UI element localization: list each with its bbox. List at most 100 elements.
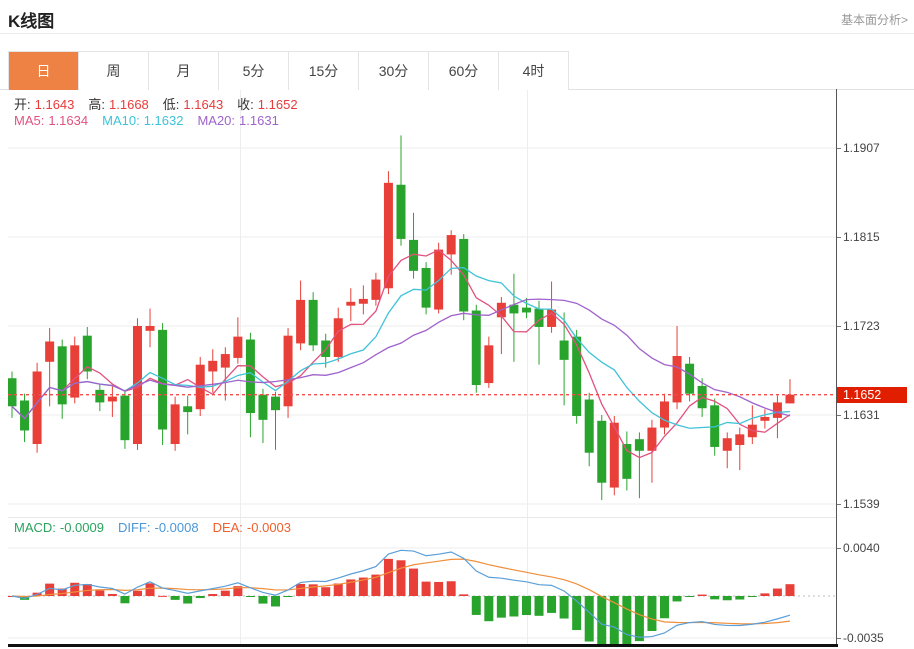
vertical-gridline xyxy=(240,89,241,645)
candle-body xyxy=(710,405,720,447)
candle-body xyxy=(559,340,569,360)
macd-bar xyxy=(57,588,67,596)
legend-value: -0.0003 xyxy=(246,520,292,535)
candle-body xyxy=(735,434,745,445)
candles-group xyxy=(8,135,795,501)
macd-bar xyxy=(333,583,343,596)
macd-bar xyxy=(45,583,55,596)
macd-bar xyxy=(421,581,431,596)
tick-mark xyxy=(836,147,841,149)
legend-label: 低: xyxy=(162,97,180,112)
macd-bar xyxy=(509,596,519,617)
candle-body xyxy=(296,299,306,344)
tab-4时[interactable]: 4时 xyxy=(499,52,568,90)
candle-body xyxy=(785,394,795,404)
macd-legend: MACD: -0.0009 DIFF: -0.0008 DEA: -0.0003 xyxy=(14,520,305,535)
candle-body xyxy=(772,402,782,418)
tab-周[interactable]: 周 xyxy=(79,52,149,90)
ma5-line xyxy=(11,249,791,459)
legend-value: 1.1634 xyxy=(48,113,89,128)
macd-bar xyxy=(572,596,582,631)
candle-body xyxy=(421,267,431,308)
legend-label: 开: xyxy=(14,97,31,112)
candle-body xyxy=(634,439,644,451)
macd-bar xyxy=(747,596,757,597)
macd-bar xyxy=(685,596,695,597)
macd-bar xyxy=(785,584,795,596)
fundamental-analysis-link[interactable]: 基本面分析> xyxy=(840,13,908,27)
current-price-badge: 1.1652 xyxy=(837,387,907,403)
candle-body xyxy=(220,354,230,368)
legend-value: -0.0008 xyxy=(154,520,199,535)
macd-bar xyxy=(107,593,117,596)
tab-日[interactable]: 日 xyxy=(9,52,79,90)
tab-30分[interactable]: 30分 xyxy=(359,52,429,90)
macd-bar xyxy=(245,596,255,597)
macd-bar xyxy=(283,596,293,597)
legend-value: 1.1652 xyxy=(257,97,298,112)
candle-body xyxy=(82,335,92,372)
candle-body xyxy=(245,339,255,414)
macd-bar xyxy=(233,586,243,596)
legend-label: MA10: xyxy=(102,113,140,128)
price-chart-svg xyxy=(8,135,836,505)
candle-body xyxy=(434,249,444,310)
macd-bar xyxy=(446,581,456,596)
macd-bar xyxy=(597,596,607,645)
macd-bar xyxy=(459,594,469,596)
macd-bar xyxy=(772,588,782,596)
axis-tick-label: 0.0040 xyxy=(836,540,880,556)
diff-line xyxy=(11,549,791,638)
candle-body xyxy=(271,396,281,411)
macd-bar xyxy=(722,596,732,601)
legend-label: 高: xyxy=(88,97,106,112)
candle-body xyxy=(32,371,42,445)
legend-label: DEA: xyxy=(212,520,243,535)
ohlc-legend: 开: 1.1643 高: 1.1668 低: 1.1643 收: 1.1652 xyxy=(14,94,312,113)
candle-body xyxy=(685,363,695,394)
candle-body xyxy=(597,420,607,483)
dea-line xyxy=(11,558,791,625)
macd-bar xyxy=(183,596,193,604)
legend-label: 收: xyxy=(237,97,254,112)
legend-value: 1.1643 xyxy=(183,97,224,112)
macd-bar xyxy=(70,582,80,596)
macd-bar xyxy=(195,596,205,599)
macd-bar xyxy=(296,583,306,596)
x-axis-line xyxy=(8,644,838,647)
candle-body xyxy=(45,341,55,362)
macd-bar xyxy=(308,584,318,596)
tab-月[interactable]: 月 xyxy=(149,52,219,90)
tick-text: 1.1815 xyxy=(843,230,880,244)
macd-bar xyxy=(170,596,180,600)
legend-label: MACD: xyxy=(14,520,56,535)
candle-body xyxy=(8,378,17,407)
tick-mark xyxy=(836,637,841,639)
candle-body xyxy=(509,304,519,314)
macd-bar xyxy=(710,596,720,600)
macd-bar xyxy=(132,590,142,596)
macd-bar xyxy=(145,583,155,596)
tab-5分[interactable]: 5分 xyxy=(219,52,289,90)
tick-text: 0.0040 xyxy=(843,541,880,555)
candle-body xyxy=(258,394,268,420)
axis-tick-label: -0.0035 xyxy=(836,630,884,646)
candle-body xyxy=(547,309,557,327)
tick-mark xyxy=(836,547,841,549)
interval-tabs: 日周月 5分 15分 30分 60分 4时 xyxy=(8,51,569,90)
candle-body xyxy=(283,335,293,407)
y-axis-line xyxy=(836,89,837,645)
candle-body xyxy=(446,235,456,255)
candle-body xyxy=(20,400,30,431)
macd-bar xyxy=(634,596,644,642)
candle-body xyxy=(484,345,494,384)
candle-body xyxy=(57,346,67,405)
macd-bar xyxy=(358,577,368,596)
vertical-gridline xyxy=(527,89,528,645)
tick-mark xyxy=(836,325,841,327)
tab-60分[interactable]: 60分 xyxy=(429,52,499,90)
tab-15分[interactable]: 15分 xyxy=(289,52,359,90)
candle-body xyxy=(409,239,419,271)
candle-body xyxy=(208,360,218,372)
